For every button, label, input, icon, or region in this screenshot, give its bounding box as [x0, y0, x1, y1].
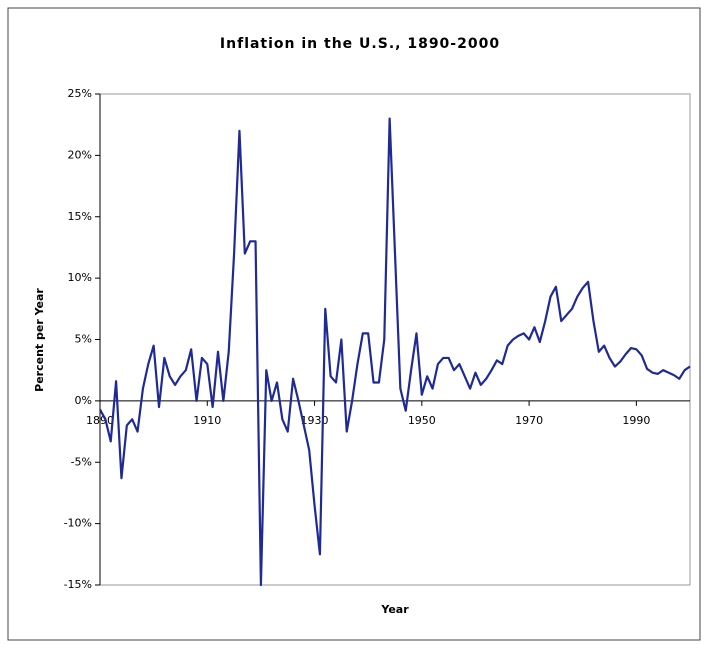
y-axis-label: Percent per Year [33, 288, 46, 392]
y-tick-label: 0% [75, 394, 92, 407]
x-axis-label: Year [380, 603, 409, 616]
y-tick-label: -5% [71, 455, 92, 468]
x-tick-label: 1910 [193, 414, 221, 427]
y-tick-label: 5% [75, 333, 92, 346]
y-tick-label: -10% [64, 517, 92, 530]
y-tick-label: 15% [68, 210, 92, 223]
line-series [99, 117, 691, 587]
x-tick-label: 1970 [515, 414, 543, 427]
x-tick-label: 1990 [622, 414, 650, 427]
y-tick-label: -15% [64, 578, 92, 591]
x-tick-label: 1890 [86, 414, 114, 427]
x-tick-label: 1950 [408, 414, 436, 427]
y-tick-label: 20% [68, 148, 92, 161]
chart-title: Inflation in the U.S., 1890-2000 [220, 36, 500, 52]
x-tick-label: 1930 [301, 414, 329, 427]
y-tick-label: 10% [68, 271, 92, 284]
chart-border [7, 7, 701, 641]
y-tick-label: 25% [68, 87, 92, 100]
